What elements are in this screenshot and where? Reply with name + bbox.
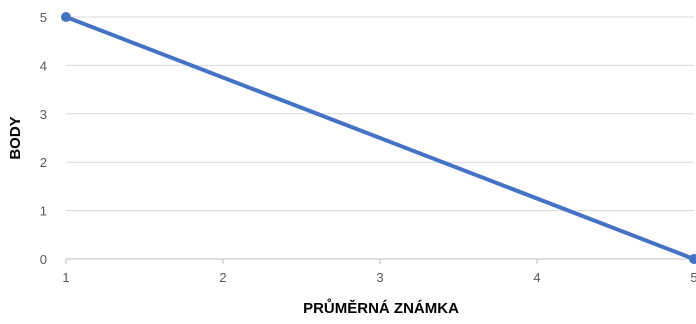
axes: [65, 258, 695, 264]
x-axis-title: PRŮMĚRNÁ ZNÁMKA: [303, 298, 459, 317]
y-tick-label: 2: [40, 155, 47, 170]
data-point: [689, 254, 696, 264]
y-tick-label: 4: [40, 58, 47, 73]
data-point: [61, 12, 71, 22]
y-tick-label: 0: [40, 252, 47, 267]
x-tick-label: 1: [62, 270, 69, 285]
series-line: [64, 15, 696, 261]
x-tick-label: 2: [219, 270, 226, 285]
y-tick-label: 3: [40, 107, 47, 122]
y-tick-label: 5: [40, 10, 47, 25]
y-tick-label: 1: [40, 204, 47, 219]
y-axis-title: BODY: [7, 116, 24, 159]
x-tick-label: 4: [533, 270, 540, 285]
x-tick-label: 3: [376, 270, 383, 285]
x-tick-label: 5: [690, 270, 696, 285]
series-layer: [61, 12, 696, 264]
gridlines: [66, 16, 694, 212]
